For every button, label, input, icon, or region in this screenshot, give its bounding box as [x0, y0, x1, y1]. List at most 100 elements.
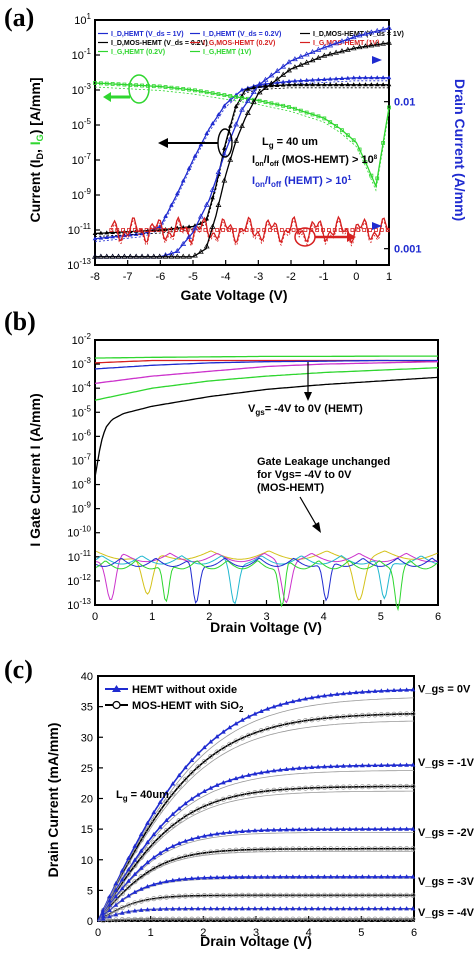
c-mos-marker [321, 715, 328, 721]
a-series-marker [286, 78, 292, 83]
c-hemt-marker [208, 875, 214, 880]
a-series-marker [304, 82, 309, 87]
a-series-marker [334, 124, 338, 128]
c-mos-marker [239, 792, 245, 798]
a-series-marker [274, 228, 278, 232]
a-linear-marker [303, 59, 310, 65]
c-mos-marker [138, 854, 144, 860]
c-hemt-marker [265, 827, 270, 832]
a-linear-marker [174, 247, 181, 253]
c-hemt-marker [277, 767, 283, 772]
a-series-marker [180, 178, 186, 183]
a-linear-line [95, 27, 390, 258]
c-hemt-marker [334, 906, 340, 911]
c-hemt-marker [100, 916, 106, 921]
panel-b-annotations: Vgs= -4V to 0V (HEMT) Gate Leakage uncha… [248, 362, 390, 533]
c-hemt-marker [315, 694, 321, 699]
c-mos-marker [378, 784, 384, 790]
c-x-tick-label: 2 [200, 927, 206, 939]
panel-a-right-axis-label: Drain Current (A/mm) [452, 79, 468, 221]
a-series-marker [262, 228, 267, 232]
c-mos-marker [201, 916, 207, 922]
c-hemt-marker [347, 826, 353, 831]
c-mos-marker [391, 916, 397, 922]
c-mos-marker [182, 813, 188, 819]
c-mos-marker [151, 840, 157, 846]
c-hemt-marker [246, 906, 252, 911]
a-series-marker [316, 114, 321, 119]
c-hemt-marker [378, 906, 384, 911]
ratio-mos-annotation: Ion/Ioff (MOS-HEMT) > 108 [252, 154, 378, 168]
c-hemt-marker [397, 687, 403, 692]
c-y-tick-label: 25 [81, 763, 93, 775]
c-mos-marker [328, 784, 334, 790]
a-y-tick-label: 10-1 [72, 47, 92, 62]
c-mos-marker [302, 785, 309, 791]
c-mos-marker [334, 892, 340, 898]
c-x-tick-label: 6 [411, 927, 417, 939]
a-linear-marker [121, 253, 128, 259]
c-mos-marker [372, 892, 378, 898]
b-y-tick-label: 10-5 [72, 404, 92, 419]
c-mos-marker [277, 787, 283, 793]
a-linear-marker [233, 121, 240, 127]
c-mos-marker [321, 784, 328, 791]
c-hemt-marker [290, 827, 296, 832]
a-linear-marker [292, 56, 298, 62]
c-mos-marker [214, 892, 220, 899]
c-hemt-marker [410, 687, 416, 692]
c-mos-marker [163, 799, 170, 805]
c-mos-marker [359, 916, 365, 922]
c-mos-marker [258, 892, 264, 898]
a-series-marker [321, 228, 325, 232]
c-mos-marker [372, 784, 378, 790]
c-mos-marker [265, 892, 271, 898]
a-series-marker [369, 75, 374, 80]
a-series-marker [109, 228, 114, 232]
a-linear-marker [321, 44, 328, 50]
a-series-marker [369, 173, 374, 178]
vgs-arrow-head [304, 392, 312, 401]
c-hemt-marker [410, 826, 416, 831]
c-hemt-marker [378, 874, 384, 879]
c-hemt-marker [176, 806, 182, 811]
ratio-hemt-annotation: Ion/Ioff (HEMT) > 101 [252, 175, 352, 189]
c-mos-marker [321, 916, 328, 922]
a-series-marker [292, 82, 298, 87]
b-x-tick-label: 0 [92, 611, 98, 623]
c-hemt-marker [208, 785, 214, 790]
a-linear-marker [374, 41, 381, 47]
c-hemt-marker [151, 809, 157, 815]
c-hemt-marker [113, 902, 119, 907]
c-hemt-marker [391, 906, 397, 911]
c-mos-marker [290, 846, 296, 852]
a-series-marker [256, 228, 261, 232]
c-mos-marker [347, 916, 353, 922]
a-legend-label: I_G,HEMT (0.2V) [111, 49, 165, 56]
a-x-tick-label: -1 [319, 271, 329, 283]
a-linear-marker [256, 81, 263, 87]
c-mos-marker [144, 916, 151, 922]
c-mos-marker [125, 916, 132, 923]
a-series-marker [340, 128, 344, 133]
a-series-marker [338, 228, 343, 232]
a-series-marker [163, 213, 168, 218]
c-mos-marker [353, 713, 359, 719]
c-mos-marker [277, 846, 283, 852]
a-series-marker [204, 90, 209, 95]
c-hemt-marker [372, 826, 378, 831]
c-mos-marker [309, 785, 315, 791]
a-linear-marker [368, 42, 375, 48]
c-mos-marker [119, 917, 125, 923]
c-hemt-marker [284, 874, 289, 879]
c-mos-marker [334, 714, 340, 720]
a-series-marker [110, 82, 115, 86]
c-hemt-marker [341, 826, 346, 831]
c-mos-marker [220, 745, 226, 751]
c-hemt-marker [265, 874, 270, 879]
c-mos-marker [163, 828, 170, 834]
c-hemt-marker [334, 691, 340, 696]
a-linear-marker [180, 253, 187, 259]
c-mos-marker [258, 789, 264, 795]
c-mos-marker [397, 892, 403, 898]
